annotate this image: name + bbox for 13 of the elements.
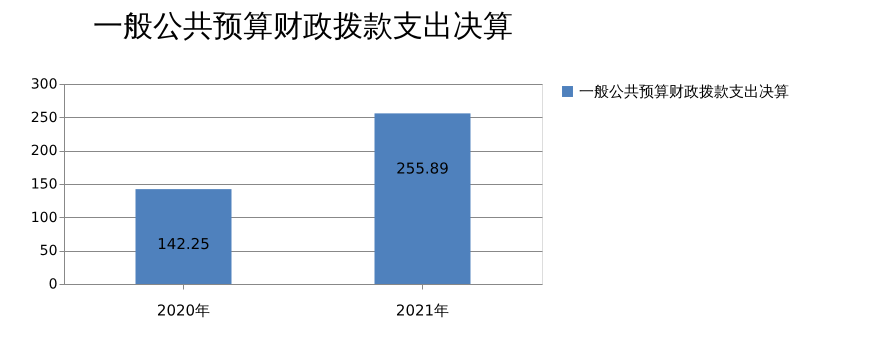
x-tick-label: 2020年	[156, 302, 210, 320]
x-tick-label: 2021年	[396, 302, 450, 320]
data-label: 255.89	[396, 159, 449, 178]
y-tick-label: 0	[48, 276, 58, 292]
legend-label: 一般公共预算财政拨款支出决算	[579, 82, 789, 100]
chart-title: 一般公共预算财政拨款支出决算	[93, 9, 513, 44]
y-tick-label: 150	[30, 176, 58, 192]
y-tick-label: 200	[30, 143, 58, 160]
y-tick-label: 50	[40, 243, 58, 260]
y-tick-label: 300	[30, 76, 58, 92]
data-label: 142.25	[157, 235, 210, 254]
y-tick-label: 100	[30, 210, 58, 226]
y-tick-label: 250	[30, 110, 58, 126]
